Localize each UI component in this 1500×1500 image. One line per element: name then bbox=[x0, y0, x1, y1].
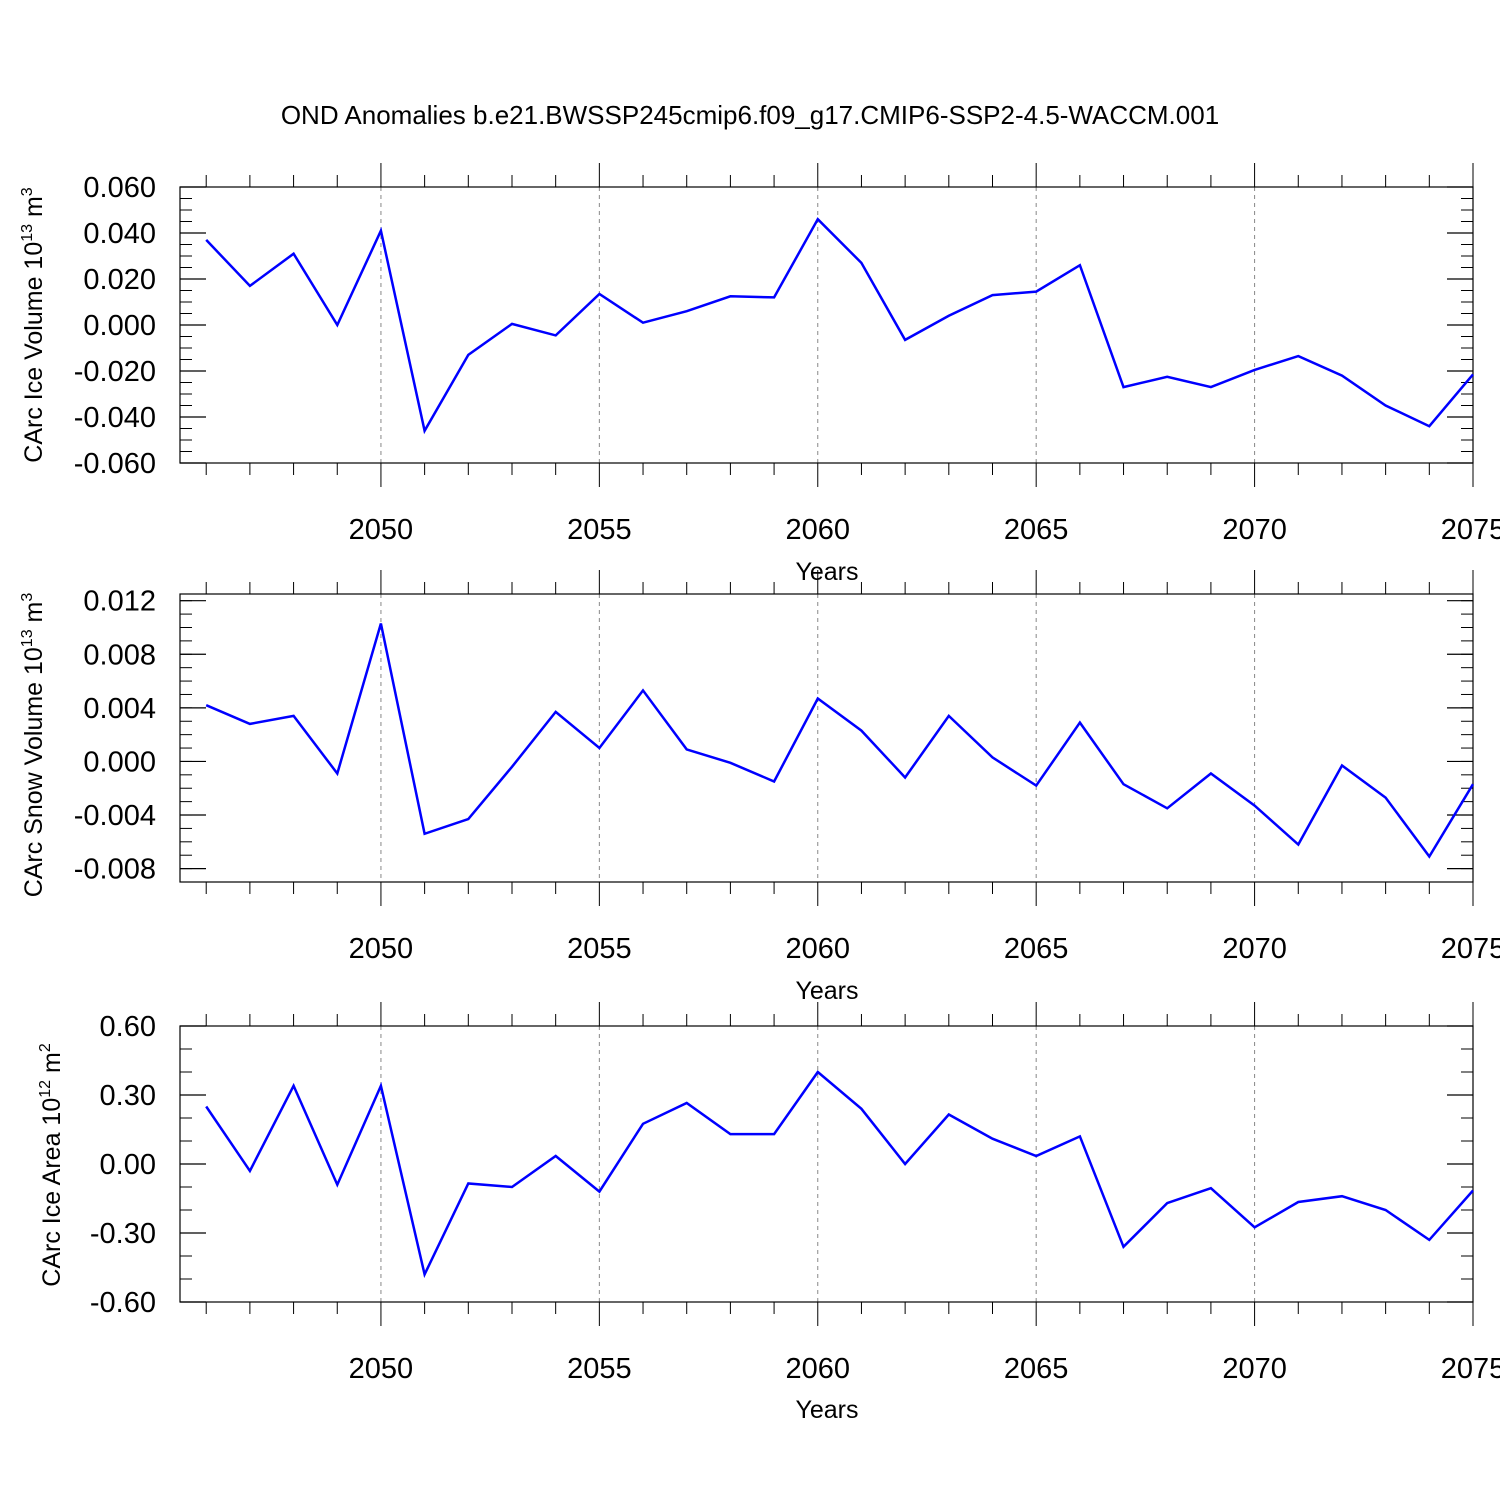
x-tick-label: 2050 bbox=[349, 514, 414, 546]
x-axis-label: Years bbox=[795, 977, 858, 1005]
axes: 0.60 0.30 0.00 -0.30 -0.60 2050 2055 2060 2065 20… bbox=[90, 1002, 1500, 1385]
panel-snow-volume: 0.012 0.008 0.004 0.000 -0.004 -0.008 2050 2055… bbox=[19, 570, 1500, 1005]
x-tick-label: 2060 bbox=[786, 1353, 851, 1385]
y-tick-label: -0.60 bbox=[90, 1287, 156, 1319]
x-tick-label: 2055 bbox=[567, 1353, 632, 1385]
y-tick-label: 0.008 bbox=[83, 639, 156, 671]
x-tick-label: 2055 bbox=[567, 514, 632, 546]
x-axis-label: Years bbox=[795, 1396, 858, 1424]
y-tick-label: 0.012 bbox=[83, 586, 156, 618]
y-tick-label: 0.000 bbox=[83, 310, 156, 342]
y-tick-label: -0.040 bbox=[74, 402, 156, 434]
y-tick-label: -0.020 bbox=[74, 356, 156, 388]
gridlines bbox=[380, 187, 1256, 463]
y-tick-label: 0.00 bbox=[100, 1149, 156, 1181]
gridlines bbox=[380, 1026, 1256, 1302]
x-axis-label: Years bbox=[795, 558, 858, 586]
y-tick-label: -0.060 bbox=[74, 448, 156, 480]
gridlines bbox=[380, 594, 1256, 882]
y-tick-label: 0.004 bbox=[83, 693, 156, 725]
axes: 0.060 0.040 0.020 0.000 -0.020 -0.040 -0.060 20… bbox=[74, 163, 1500, 546]
plot-frame bbox=[179, 1025, 1474, 1303]
series-snow-volume bbox=[205, 623, 1475, 859]
chart-title: OND Anomalies b.e21.BWSSP245cmip6.f09_g1… bbox=[281, 100, 1219, 130]
x-tick-label: 2050 bbox=[349, 933, 414, 965]
panel-ice-volume: 0.060 0.040 0.020 0.000 -0.020 -0.040 -0.060 20… bbox=[19, 163, 1500, 586]
axes: 0.012 0.008 0.004 0.000 -0.004 -0.008 2050 2055… bbox=[74, 570, 1500, 965]
x-tick-label: 2065 bbox=[1004, 514, 1069, 546]
y-tick-label: 0.040 bbox=[83, 218, 156, 250]
series-line bbox=[205, 1070, 1474, 1279]
y-tick-label: 0.060 bbox=[83, 172, 156, 204]
y-axis-label: CArc Ice Area 1012 m2 bbox=[37, 1043, 66, 1287]
y-tick-label: -0.008 bbox=[74, 854, 156, 886]
y-tick-label: 0.30 bbox=[100, 1080, 156, 1112]
x-tick-label: 2060 bbox=[786, 933, 851, 965]
series-ice-area bbox=[205, 1070, 1474, 1279]
x-tick-label: 2070 bbox=[1222, 933, 1287, 965]
plot-frame bbox=[179, 593, 1474, 883]
series-ice-volume bbox=[205, 217, 1474, 435]
x-tick-label: 2065 bbox=[1004, 933, 1069, 965]
x-tick-label: 2065 bbox=[1004, 1353, 1069, 1385]
x-tick-label: 2070 bbox=[1222, 514, 1287, 546]
panel-ice-area: 0.60 0.30 0.00 -0.30 -0.60 2050 2055 2060 2065 20… bbox=[37, 1002, 1500, 1424]
y-tick-label: 0.000 bbox=[83, 746, 156, 778]
y-axis-label: CArc Ice Volume 1013 m3 bbox=[19, 187, 48, 463]
y-tick-label: -0.004 bbox=[74, 800, 156, 832]
series-line bbox=[205, 623, 1475, 859]
axis-labels: Years CArc Ice Volume 1013 m3 bbox=[19, 187, 859, 586]
x-tick-label: 2075 bbox=[1441, 933, 1500, 965]
x-tick-label: 2050 bbox=[349, 1353, 414, 1385]
axis-labels: Years CArc Snow Volume 1013 m3 bbox=[19, 593, 859, 1005]
y-tick-label: 0.020 bbox=[83, 264, 156, 296]
axis-labels: Years CArc Ice Area 1012 m2 bbox=[37, 1043, 859, 1424]
y-tick-label: -0.30 bbox=[90, 1218, 156, 1250]
y-axis-label: CArc Snow Volume 1013 m3 bbox=[19, 593, 48, 898]
y-tick-label: 0.60 bbox=[100, 1011, 156, 1043]
x-tick-label: 2060 bbox=[786, 514, 851, 546]
x-tick-label: 2075 bbox=[1441, 514, 1500, 546]
series-line bbox=[205, 217, 1474, 435]
x-tick-label: 2070 bbox=[1222, 1353, 1287, 1385]
x-tick-label: 2075 bbox=[1441, 1353, 1500, 1385]
x-tick-label: 2055 bbox=[567, 933, 632, 965]
